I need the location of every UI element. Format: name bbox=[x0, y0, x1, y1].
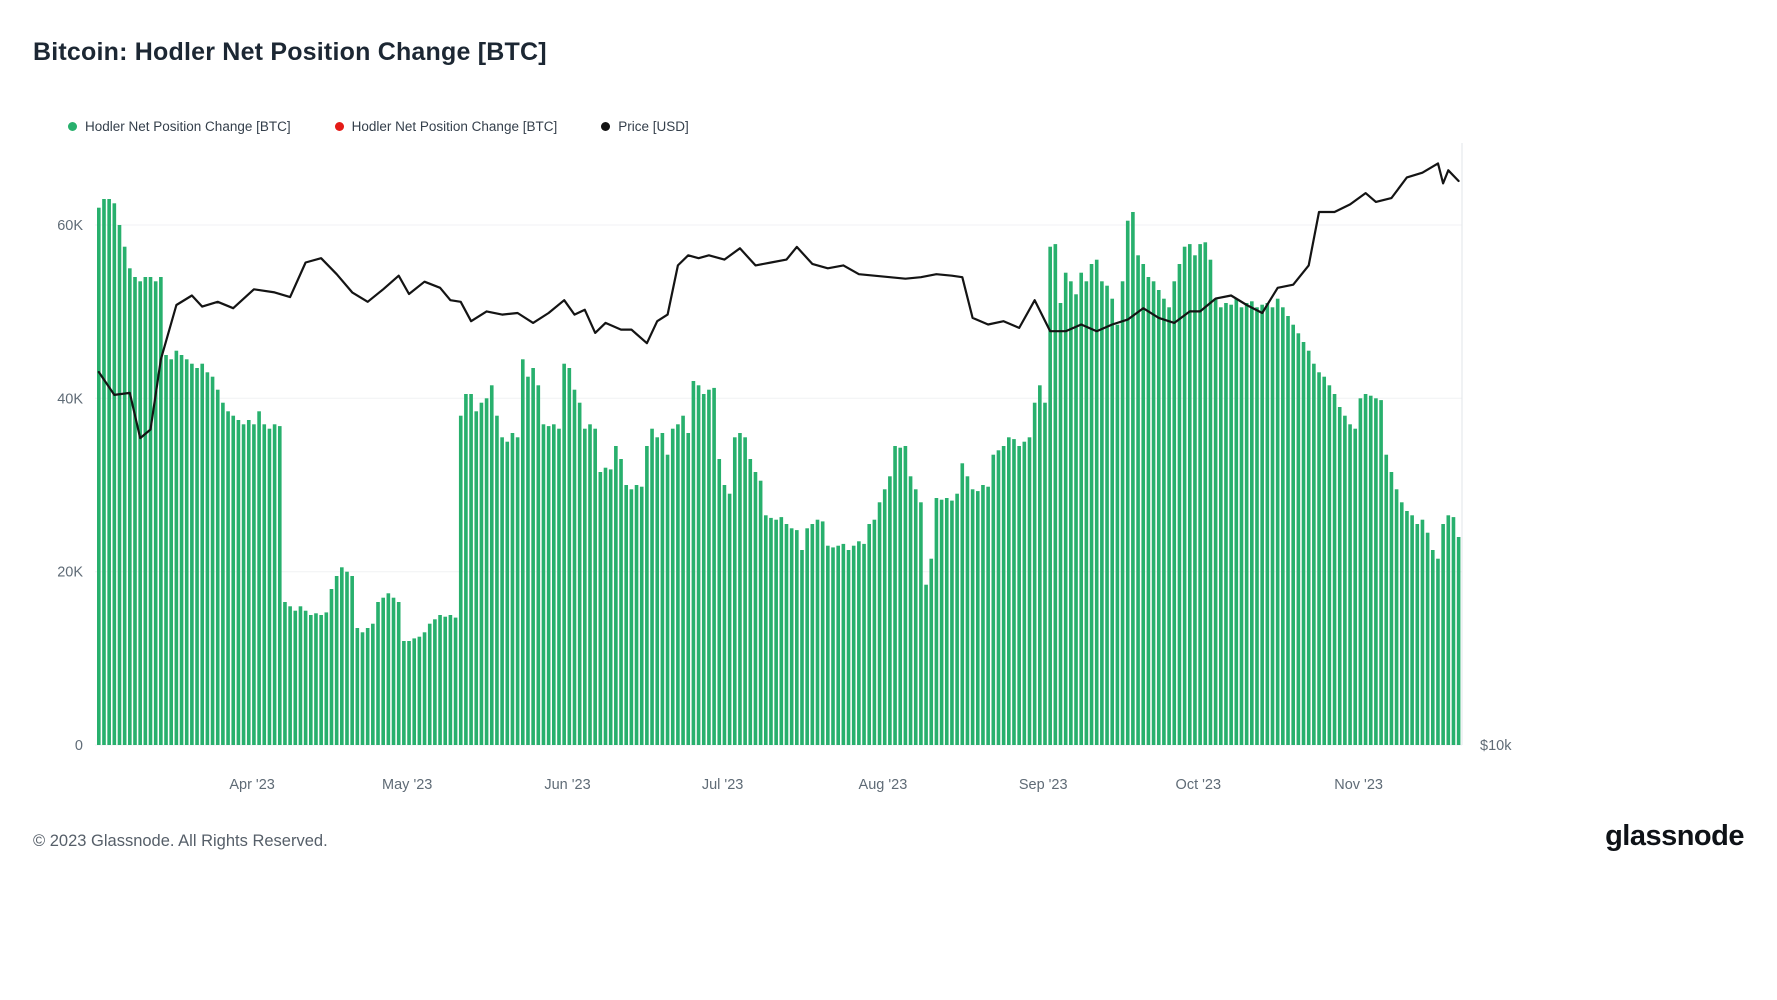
svg-text:Aug '23: Aug '23 bbox=[859, 777, 908, 793]
y-axis-right-label: $10k bbox=[1480, 738, 1512, 754]
green-dot-icon bbox=[68, 122, 77, 131]
chart-legend: Hodler Net Position Change [BTC] Hodler … bbox=[68, 119, 689, 134]
legend-item-price[interactable]: Price [USD] bbox=[601, 119, 689, 134]
legend-item-hodler-red[interactable]: Hodler Net Position Change [BTC] bbox=[334, 119, 558, 134]
svg-text:Oct '23: Oct '23 bbox=[1176, 777, 1221, 793]
copyright-text: © 2023 Glassnode. All Rights Reserved. bbox=[33, 832, 328, 850]
gridlines bbox=[95, 143, 1463, 746]
svg-text:Jun '23: Jun '23 bbox=[544, 777, 590, 793]
svg-text:20K: 20K bbox=[57, 565, 83, 581]
hodler-net-position-chart[interactable]: 0 20K 40K 60K $10k Apr '23 May '23 Jun '23 Jul '… bbox=[0, 0, 1777, 810]
hodler-bars-series[interactable] bbox=[97, 199, 1461, 746]
legend-label: Price [USD] bbox=[618, 119, 689, 134]
glassnode-logo: glassnode bbox=[1605, 820, 1744, 852]
svg-text:Sep '23: Sep '23 bbox=[1019, 777, 1068, 793]
svg-text:40K: 40K bbox=[57, 391, 83, 407]
svg-text:Jul '23: Jul '23 bbox=[702, 777, 743, 793]
svg-text:May '23: May '23 bbox=[382, 777, 432, 793]
price-line-series[interactable] bbox=[97, 162, 1460, 440]
svg-text:Nov '23: Nov '23 bbox=[1334, 777, 1383, 793]
x-axis-labels: Apr '23 May '23 Jun '23 Jul '23 Aug '23 Sep '… bbox=[229, 777, 1383, 793]
y-axis-left-labels: 0 20K 40K 60K bbox=[57, 218, 83, 754]
svg-text:Apr '23: Apr '23 bbox=[229, 777, 275, 793]
legend-label: Hodler Net Position Change [BTC] bbox=[351, 119, 558, 134]
svg-text:$10k: $10k bbox=[1480, 738, 1512, 754]
page-title: Bitcoin: Hodler Net Position Change [BTC… bbox=[33, 38, 547, 66]
legend-item-hodler-green[interactable]: Hodler Net Position Change [BTC] bbox=[68, 119, 291, 134]
black-dot-icon bbox=[601, 122, 611, 131]
svg-text:60K: 60K bbox=[57, 218, 83, 234]
legend-label: Hodler Net Position Change [BTC] bbox=[85, 119, 291, 134]
svg-text:0: 0 bbox=[75, 738, 83, 754]
red-dot-icon bbox=[334, 122, 344, 131]
